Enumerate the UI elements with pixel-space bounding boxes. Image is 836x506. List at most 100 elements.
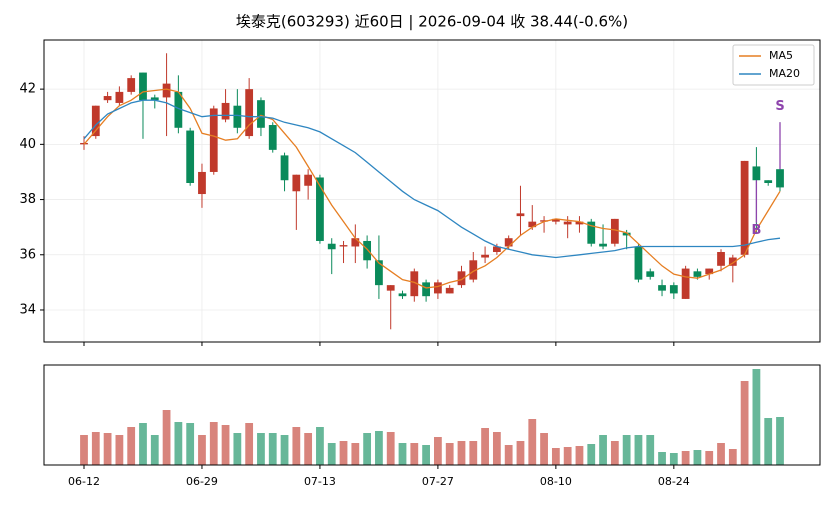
volume-bar: [186, 423, 195, 465]
x-tick-label: 06-12: [68, 475, 100, 488]
legend-label: MA20: [769, 67, 800, 80]
volume-bar: [516, 441, 525, 465]
volume-bar: [268, 433, 277, 465]
y-tick-label: 38: [19, 192, 36, 207]
candle-body: [516, 213, 525, 217]
volume-bar: [410, 443, 419, 465]
volume-bar: [540, 433, 548, 465]
volume-bar: [764, 418, 773, 465]
candle-body: [150, 97, 159, 101]
candle-body: [776, 169, 784, 188]
candle-body: [257, 100, 265, 128]
volume-bar: [386, 432, 395, 465]
chart-title: 埃泰克(603293) 近60日 | 2026-09-04 收 38.44(-0…: [236, 13, 628, 31]
legend: MA5 MA20: [732, 44, 815, 86]
volume-bar: [434, 437, 442, 465]
candle-body: [551, 218, 560, 222]
candle-body: [292, 174, 301, 192]
candle-body: [599, 243, 607, 247]
volume-bar: [658, 452, 666, 465]
y-tick-label: 42: [19, 82, 36, 97]
candle-body: [610, 218, 619, 244]
candle-body: [681, 268, 690, 299]
volume-bar: [717, 443, 725, 465]
candle-body: [233, 105, 242, 128]
candle-body: [280, 155, 289, 181]
x-tick-label: 06-29: [186, 475, 218, 488]
volume-bar: [174, 422, 183, 465]
y-tick-label: 34: [19, 302, 36, 317]
ma-line: [83, 88, 781, 289]
volume-bar: [375, 431, 383, 465]
volume-bar: [422, 445, 430, 465]
volume-bar: [292, 427, 301, 465]
candle-body: [658, 285, 666, 291]
candle-body: [528, 221, 537, 228]
signal-label: S: [775, 99, 784, 114]
volume-bar: [776, 417, 784, 465]
volume-bar: [693, 450, 702, 465]
x-tick-label: 08-10: [540, 475, 572, 488]
candle-body: [504, 238, 513, 247]
candle-body: [127, 78, 136, 92]
candle-body: [422, 282, 430, 297]
candle-body: [221, 102, 230, 120]
candle-body: [492, 246, 501, 253]
candle-body: [728, 257, 737, 266]
volume-bar: [198, 435, 206, 465]
volume-bar: [669, 453, 678, 465]
volume-bar: [115, 435, 124, 465]
x-tick-label: 07-13: [304, 475, 336, 488]
volume-bar: [304, 433, 313, 465]
volume-bar: [257, 433, 265, 465]
volume-bar: [245, 423, 254, 465]
candle-body: [457, 271, 466, 286]
volume-bar: [481, 428, 489, 465]
candle-body: [693, 271, 702, 277]
candle-body: [445, 287, 454, 294]
candle-body: [469, 260, 478, 280]
candle-body: [587, 221, 596, 244]
candle-body: [575, 221, 584, 225]
x-tick-label: 07-27: [422, 475, 454, 488]
volume-bar: [233, 433, 242, 465]
candle-body: [162, 83, 171, 98]
candle-body: [304, 174, 313, 186]
candle-body: [740, 160, 749, 255]
volume-bar: [209, 422, 218, 465]
volume-bar: [139, 423, 147, 465]
candle-body: [434, 282, 442, 294]
candle-body: [386, 285, 395, 291]
volume-bar: [91, 432, 100, 465]
candle-body: [363, 240, 372, 261]
candle-body: [268, 125, 277, 150]
candle-body: [752, 166, 761, 181]
volume-bar: [634, 435, 643, 465]
candle-body: [91, 105, 100, 137]
candle-body: [174, 91, 183, 128]
volume-bar: [127, 427, 136, 465]
volume-bar: [150, 435, 159, 465]
volume-bar: [316, 427, 324, 465]
candle-body: [398, 293, 407, 297]
signal-label: B: [751, 223, 761, 238]
volume-bar: [728, 449, 737, 465]
volume-bar: [575, 446, 584, 465]
volume-bar: [221, 425, 230, 465]
volume-bar: [551, 448, 560, 465]
candle-body: [669, 285, 678, 294]
legend-box: [732, 44, 815, 86]
candle-body: [646, 271, 655, 277]
candle-body: [481, 254, 489, 258]
legend-label: MA5: [769, 49, 793, 62]
candle-body: [563, 221, 572, 225]
candle-body: [410, 271, 419, 297]
volume-bar: [599, 435, 607, 465]
candle-body: [339, 245, 348, 247]
y-tick-label: 40: [19, 137, 36, 152]
volume-bar: [622, 435, 631, 465]
volume-bar: [457, 441, 466, 465]
volume-frame: [43, 364, 821, 466]
volume-bar: [492, 432, 501, 465]
volume-bar: [398, 443, 407, 465]
